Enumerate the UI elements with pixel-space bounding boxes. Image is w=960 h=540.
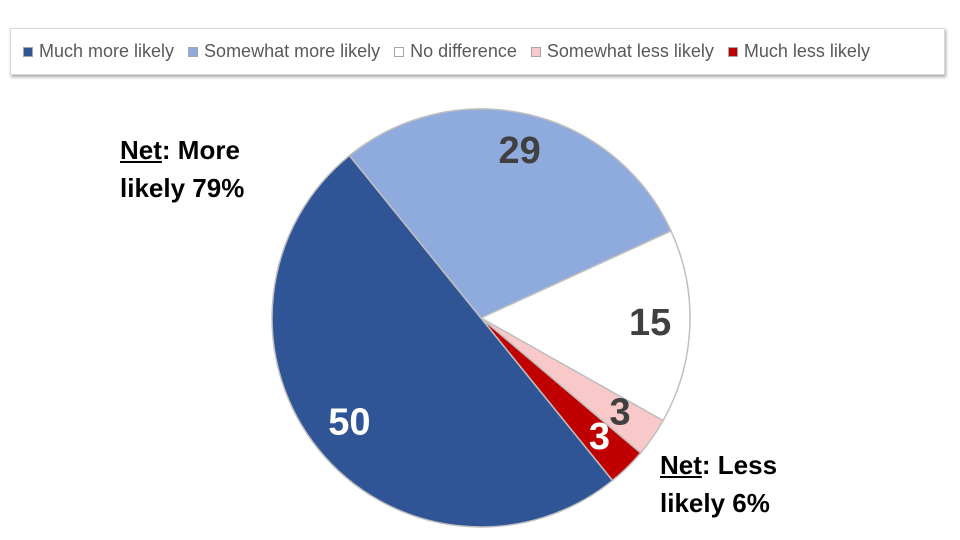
legend-entry: Much less likely (727, 41, 870, 62)
legend-label: No difference (410, 41, 517, 61)
pie-slice (480, 317, 642, 482)
legend-entry: Somewhat less likely (530, 41, 714, 62)
pie-slice (271, 154, 614, 528)
legend-entry: No difference (394, 41, 517, 62)
legend-swatch (23, 46, 33, 57)
data-label: 3 (589, 416, 610, 458)
legend-swatch (394, 46, 405, 57)
data-label: 15 (629, 302, 671, 344)
legend-label: Somewhat more likely (204, 41, 381, 61)
data-label: 29 (499, 130, 541, 172)
annotation-text: : Less likely 6% (660, 450, 778, 518)
annotation: Net: More likely 79% (120, 131, 270, 207)
legend-swatch (727, 46, 738, 57)
legend: Much more likely Somewhat more likely No d… (10, 28, 945, 75)
annotation-underline: Net (120, 135, 162, 165)
annotation: Net: Less likely 6% (660, 446, 800, 522)
legend-swatch (188, 46, 199, 57)
legend-label: Much less likely (743, 41, 870, 61)
pie-slice (348, 108, 673, 319)
legend-swatch (530, 46, 541, 57)
pie-slice (479, 230, 691, 422)
legend-entry: Somewhat more likely (188, 41, 380, 62)
annotation-underline: Net (660, 450, 702, 480)
legend-label: Somewhat less likely (546, 41, 714, 61)
legend-entry: Much more likely (23, 41, 174, 62)
data-label: 3 (609, 392, 630, 434)
data-label: 50 (328, 402, 370, 444)
annotation-text: : More likely 79% (120, 135, 245, 203)
legend-label: Much more likely (39, 41, 175, 61)
